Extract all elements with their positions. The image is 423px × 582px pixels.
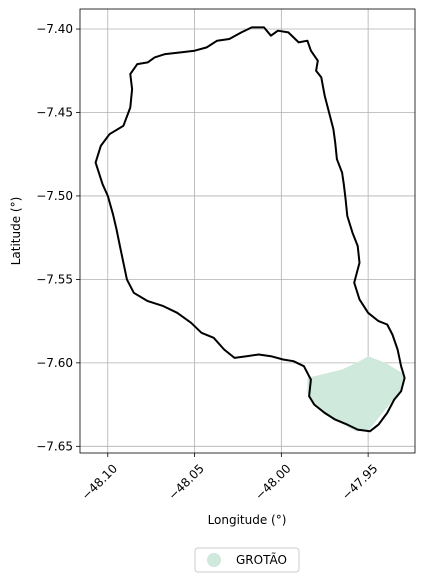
- legend-label-grotao: GROTÃO: [236, 552, 287, 567]
- x-tick-label: −48.05: [166, 461, 207, 502]
- y-tick-label: −7.60: [36, 356, 73, 370]
- x-tick-label: −48.10: [79, 461, 120, 502]
- x-axis-ticks: −48.10 −48.05 −48.00 −47.95: [79, 453, 380, 503]
- y-tick-label: −7.65: [36, 439, 73, 453]
- boundary-layer: [94, 26, 406, 433]
- legend: GROTÃO: [194, 547, 300, 573]
- municipality-boundary-line: [94, 26, 406, 433]
- x-tick-label: −48.00: [252, 461, 293, 502]
- region-layer: [307, 356, 405, 432]
- y-tick-label: −7.40: [36, 22, 73, 36]
- grotao-region-fill: [307, 356, 405, 432]
- axes-frame: [79, 8, 416, 454]
- x-axis-label: Longitude (°): [208, 513, 287, 527]
- y-axis-ticks: −7.40 −7.45 −7.50 −7.55 −7.60 −7.65: [36, 22, 80, 453]
- y-axis-label: Latitude (°): [9, 197, 23, 266]
- y-tick-label: −7.55: [36, 272, 73, 286]
- legend-marker-grotao: [207, 553, 221, 567]
- y-tick-label: −7.50: [36, 189, 73, 203]
- legend-box: [194, 547, 300, 573]
- x-tick-label: −47.95: [339, 461, 380, 502]
- y-tick-label: −7.45: [36, 105, 73, 119]
